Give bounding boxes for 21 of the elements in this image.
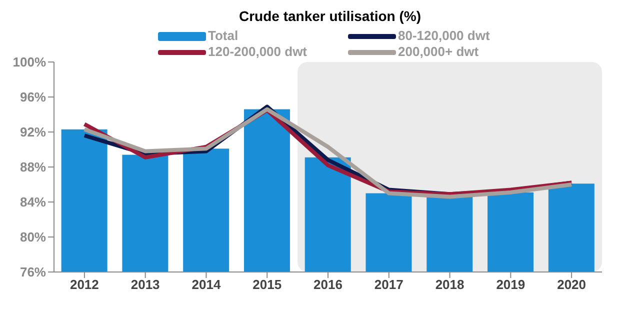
- y-tick-label: 80%: [20, 230, 46, 245]
- legend-label: 80-120,000 dwt: [397, 28, 491, 44]
- chart-title: Crude tanker utilisation (%): [238, 8, 422, 26]
- y-tick-label: 92%: [20, 124, 46, 140]
- x-tick-label: 2019: [496, 277, 526, 292]
- legend-label: 200,000+ dwt: [397, 44, 480, 60]
- legend-label: 120-200,000 dwt: [207, 44, 308, 60]
- legend-label: Total: [207, 28, 240, 44]
- y-tick-label: 88%: [20, 160, 46, 175]
- x-tick-label: 2015: [252, 277, 282, 292]
- x-tick-label: 2018: [435, 277, 464, 292]
- x-tick-label: 2012: [70, 277, 99, 292]
- x-tick-label: 2020: [557, 277, 586, 292]
- x-tick-label: 2013: [130, 277, 160, 292]
- y-tick-label: 76%: [20, 264, 46, 280]
- x-tick-label: 2017: [374, 277, 404, 292]
- x-tick-label: 2016: [314, 277, 342, 292]
- y-tick-label: 100%: [12, 54, 46, 70]
- y-tick-label: 96%: [20, 90, 46, 105]
- x-tick-label: 2014: [192, 277, 222, 292]
- y-tick-label: 84%: [20, 194, 46, 210]
